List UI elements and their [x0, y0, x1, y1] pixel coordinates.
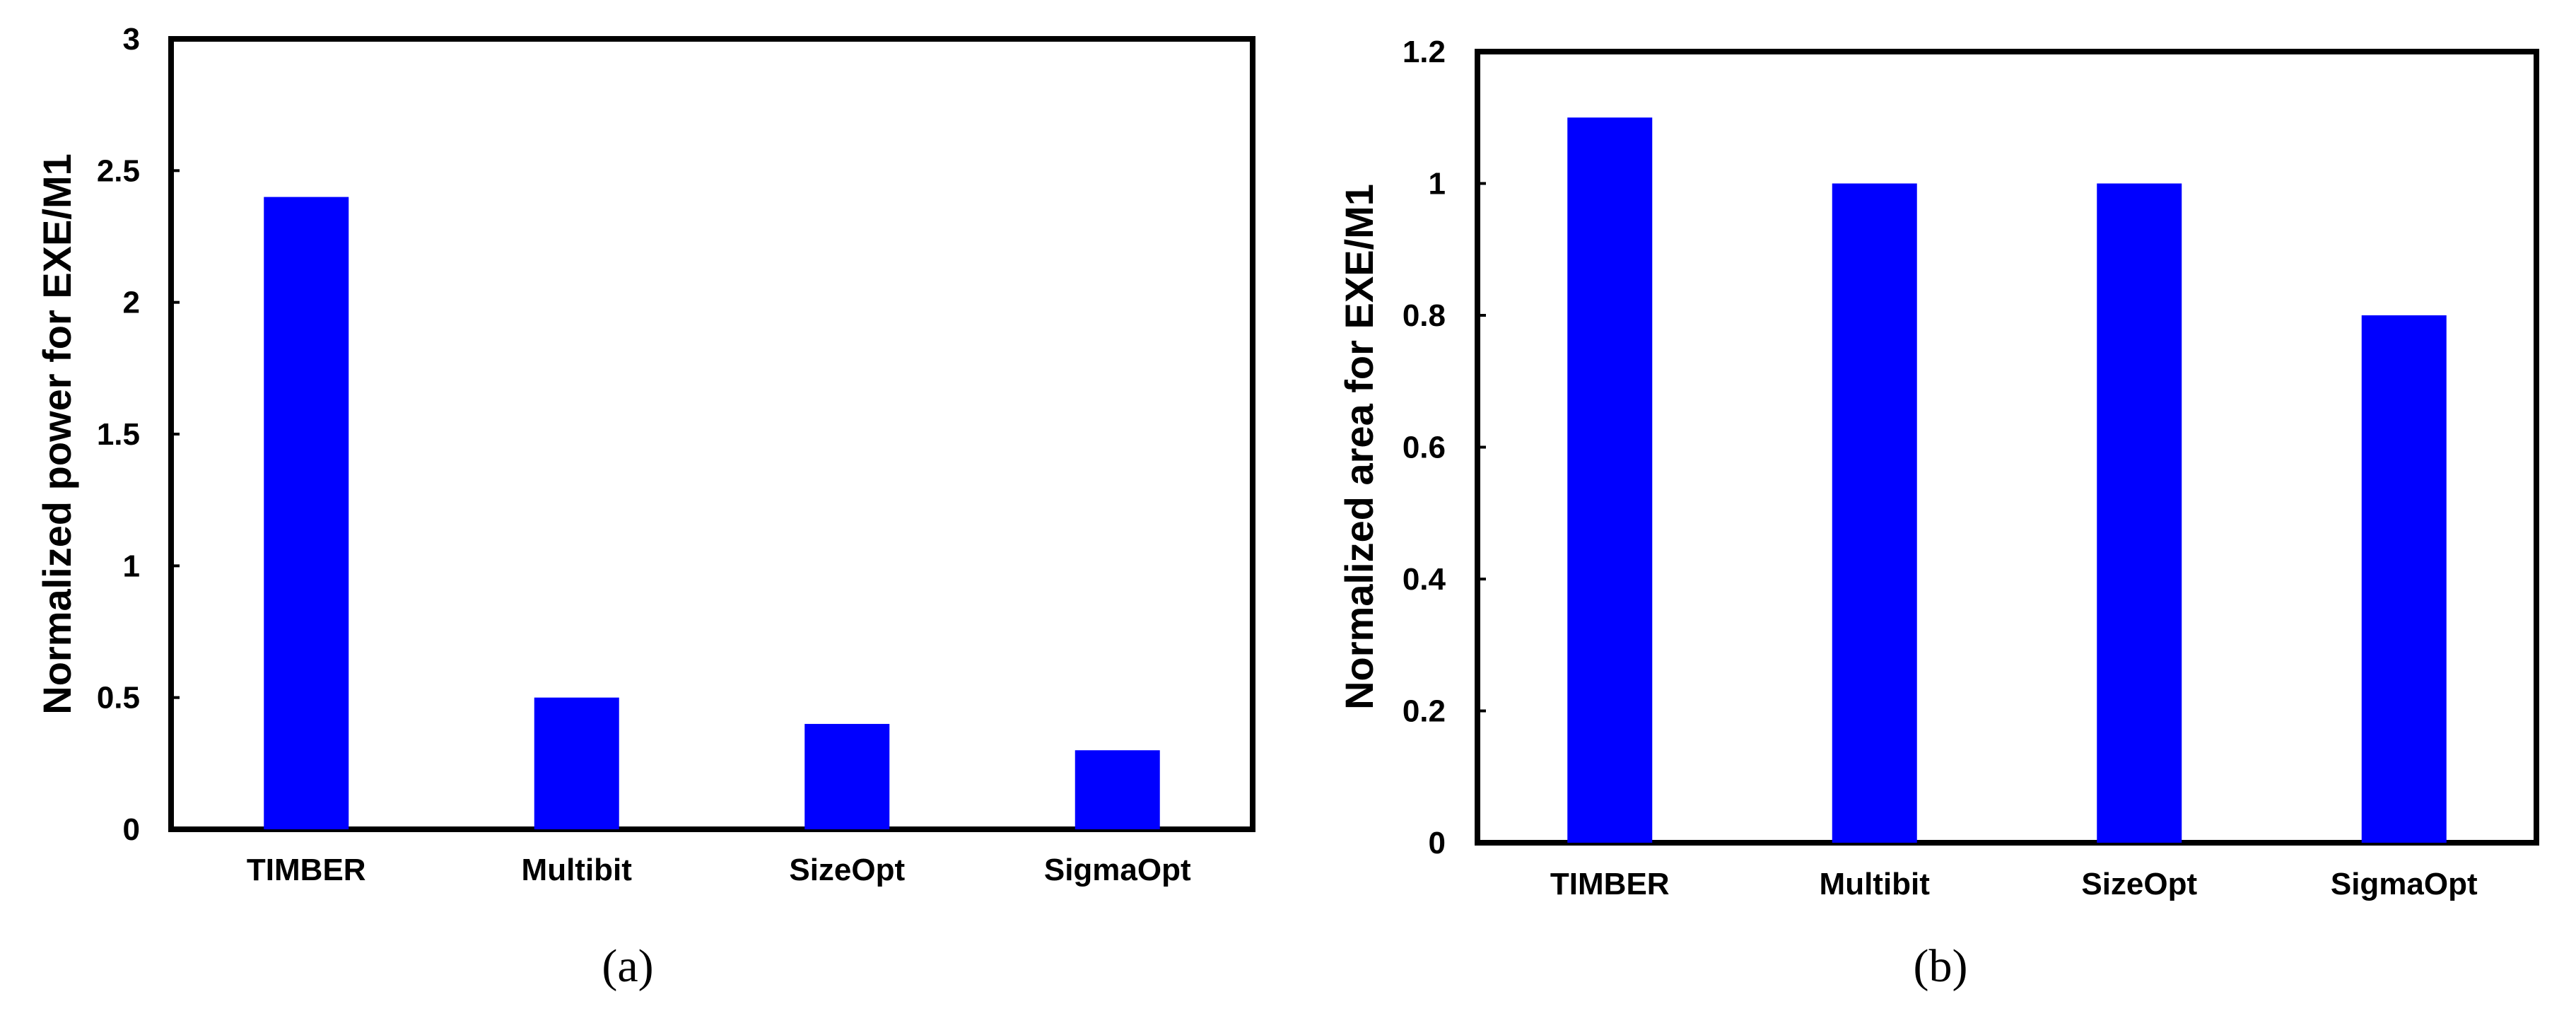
bar-sigmaopt — [1075, 750, 1160, 829]
y-axis-title: Normalized area for EXE/M1 — [1337, 184, 1381, 710]
y-tick-label: 0 — [1429, 826, 1446, 860]
bar-timber — [1567, 117, 1653, 843]
y-tick-label: 0.2 — [1403, 694, 1446, 729]
area-chart-panel: 0 0.2 0.4 0.6 0.8 1 1.2 TIMBER Multibit SizeOpt S… — [1337, 35, 2539, 992]
y-tick-label: 3 — [123, 22, 140, 57]
x-tick-label: Multibit — [522, 853, 633, 887]
y-axis-ticks: 0 0.5 1 1.5 2 2.5 3 — [97, 22, 180, 847]
y-tick-label: 0.5 — [97, 681, 140, 715]
x-tick-label: SizeOpt — [2081, 867, 2197, 901]
x-tick-label: TIMBER — [247, 853, 366, 887]
bar-multibit — [534, 697, 619, 829]
bar-sigmaopt — [2361, 315, 2447, 843]
x-axis-tick-labels: TIMBER Multibit SizeOpt SigmaOpt — [247, 853, 1191, 887]
y-tick-label: 1.2 — [1403, 35, 1446, 69]
y-tick-label: 0.8 — [1403, 298, 1446, 333]
caption-a: (a) — [602, 940, 653, 992]
x-axis-tick-labels: TIMBER Multibit SizeOpt SigmaOpt — [1550, 867, 2478, 901]
x-tick-label: SigmaOpt — [2331, 867, 2478, 901]
y-tick-label: 0.6 — [1403, 431, 1446, 465]
y-tick-label: 1 — [1429, 167, 1446, 201]
y-axis-title: Normalized power for EXE/M1 — [35, 153, 79, 715]
bars — [264, 197, 1160, 830]
y-axis-ticks: 0 0.2 0.4 0.6 0.8 1 1.2 — [1403, 35, 1486, 860]
x-tick-label: SigmaOpt — [1044, 853, 1191, 887]
y-tick-label: 2 — [123, 286, 140, 320]
y-tick-label: 0.4 — [1403, 562, 1446, 597]
x-tick-label: SizeOpt — [789, 853, 905, 887]
y-tick-label: 2.5 — [97, 153, 140, 188]
bar-multibit — [1832, 183, 1917, 843]
bar-timber — [264, 197, 349, 830]
x-tick-label: TIMBER — [1550, 867, 1670, 901]
y-tick-label: 1.5 — [97, 417, 140, 452]
y-tick-label: 0 — [123, 812, 140, 847]
x-tick-label: Multibit — [1820, 867, 1931, 901]
y-tick-label: 1 — [123, 549, 140, 583]
bar-sizeopt — [2097, 183, 2182, 843]
caption-b: (b) — [1914, 940, 1968, 992]
bars — [1567, 117, 2447, 843]
power-chart-panel: 0 0.5 1 1.5 2 2.5 3 TIMBER Multibit SizeOpt Sigma… — [35, 22, 1255, 992]
bar-sizeopt — [804, 723, 890, 829]
